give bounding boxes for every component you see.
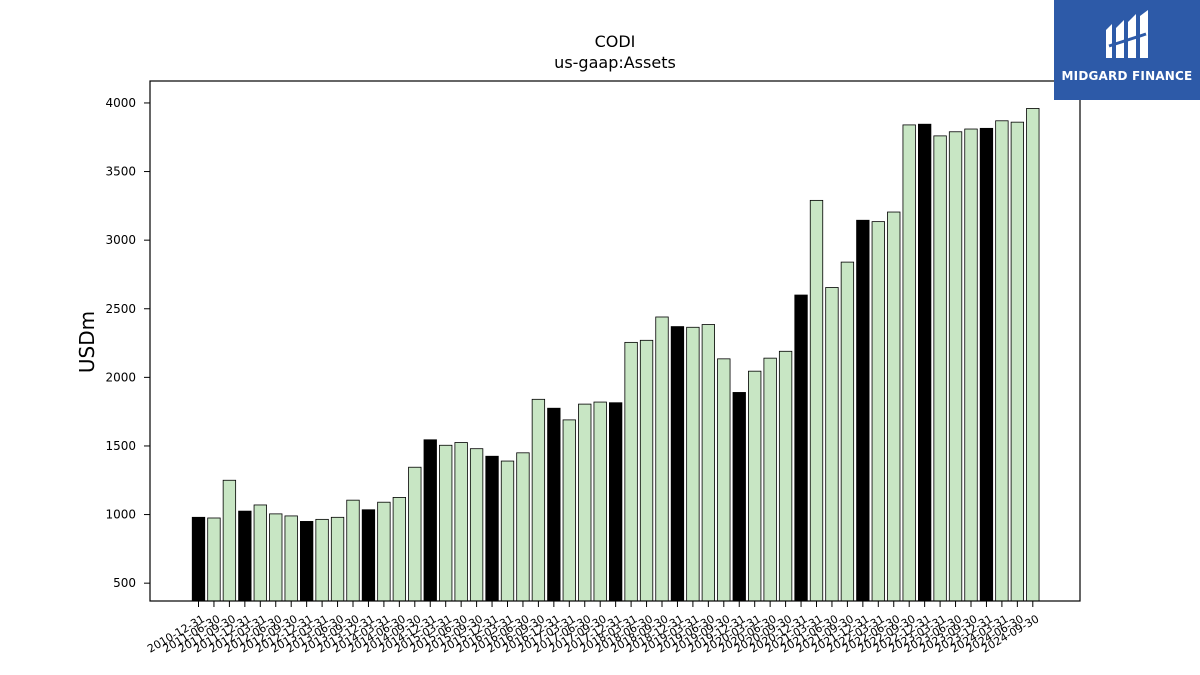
logo-mark-icon [1106,10,1148,58]
y-tick-label: 2500 [105,302,136,316]
y-tick-label: 500 [113,576,136,590]
bar [408,466,422,602]
y-tick-label: 3500 [105,165,136,179]
bar [918,123,932,602]
brand-logo: MIDGARD FINANCE [1054,0,1200,100]
bar [562,419,576,602]
bar [346,499,360,602]
bar [253,504,267,602]
bar [964,128,978,602]
bar [392,497,407,602]
bar [686,326,700,602]
bar [701,324,715,602]
bar [315,518,329,602]
bar [330,516,345,602]
bar [856,219,870,602]
bar [748,370,762,602]
bar [609,402,623,602]
bar [547,407,561,602]
bar [191,516,206,602]
bar [809,199,824,602]
bar [377,501,391,602]
bar [624,341,638,602]
bar [454,442,468,602]
bar [1026,108,1040,602]
plot-frame [149,80,1081,602]
bar [485,455,499,602]
bar [207,517,221,602]
bar [593,401,607,602]
bar [284,515,298,602]
bar [222,479,237,602]
bar [902,124,916,602]
bar [639,339,654,602]
bar [655,316,669,602]
bar [578,403,592,602]
bar [299,521,314,602]
y-tick-label: 4000 [105,96,136,110]
chart-subtitle: us-gaap:Assets [554,53,676,72]
bar [1010,121,1024,602]
bar [763,357,777,602]
logo-text: MIDGARD FINANCE [1061,69,1193,83]
bar [531,398,546,602]
y-tick-label: 2000 [105,370,136,384]
bar [794,294,808,602]
bar [469,448,484,602]
bar [439,444,453,602]
bar [979,127,994,602]
bar [516,452,530,602]
bar [732,392,746,602]
bar [887,211,901,602]
bar [778,350,793,602]
chart-title: CODI [594,32,636,51]
bar [933,135,947,602]
bar [840,261,855,602]
y-tick-label: 1500 [105,439,136,453]
bar [717,358,731,602]
bar [871,221,885,602]
bar [948,131,963,602]
y-tick-label: 3000 [105,233,136,247]
bar [500,460,515,602]
bar [825,287,839,602]
bar [361,509,376,602]
y-tick-label: 1000 [105,508,136,522]
bar [995,120,1009,602]
bar [423,439,437,602]
bar [238,510,252,602]
bar [269,513,283,602]
bar [670,326,685,602]
